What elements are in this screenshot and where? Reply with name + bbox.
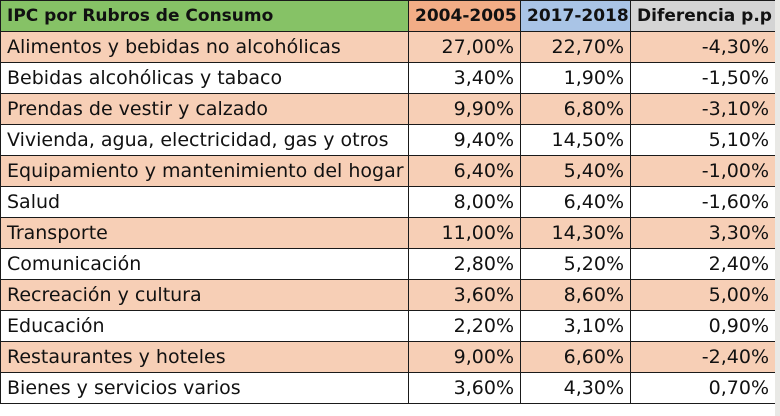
category-cell: Prendas de vestir y calzado <box>0 93 409 125</box>
difference-cell: 5,00% <box>630 279 776 311</box>
category-cell: Bebidas alcohólicas y tabaco <box>0 62 409 94</box>
value-2004-cell: 2,80% <box>408 248 521 280</box>
category-cell: Comunicación <box>0 248 409 280</box>
header-2004-2005: 2004-2005 <box>408 0 521 32</box>
table-row: Comunicación 2,80% 5,20% 2,40% <box>0 248 776 280</box>
header-category: IPC por Rubros de Consumo <box>0 0 409 32</box>
background-edge <box>775 0 780 416</box>
value-2004-cell: 3,60% <box>408 279 521 311</box>
table-row: Salud 8,00% 6,40% -1,60% <box>0 186 776 218</box>
value-2004-cell: 27,00% <box>408 31 521 63</box>
table-row: Educación 2,20% 3,10% 0,90% <box>0 310 776 342</box>
header-2017-2018: 2017-2018 <box>520 0 631 32</box>
table-row: Equipamiento y mantenimiento del hogar 6… <box>0 155 776 187</box>
difference-cell: 2,40% <box>630 248 776 280</box>
difference-cell: 0,90% <box>630 310 776 342</box>
value-2017-cell: 1,90% <box>520 62 631 94</box>
difference-cell: 5,10% <box>630 124 776 156</box>
value-2004-cell: 3,40% <box>408 62 521 94</box>
category-cell: Alimentos y bebidas no alcohólicas <box>0 31 409 63</box>
difference-cell: -1,00% <box>630 155 776 187</box>
table-row: Transporte 11,00% 14,30% 3,30% <box>0 217 776 249</box>
category-cell: Transporte <box>0 217 409 249</box>
difference-cell: 3,30% <box>630 217 776 249</box>
category-cell: Restaurantes y hoteles <box>0 341 409 373</box>
difference-cell: -4,30% <box>630 31 776 63</box>
value-2017-cell: 6,80% <box>520 93 631 125</box>
category-cell: Educación <box>0 310 409 342</box>
value-2017-cell: 6,40% <box>520 186 631 218</box>
value-2004-cell: 9,00% <box>408 341 521 373</box>
table-row: Recreación y cultura 3,60% 8,60% 5,00% <box>0 279 776 311</box>
difference-cell: -1,50% <box>630 62 776 94</box>
category-cell: Recreación y cultura <box>0 279 409 311</box>
table-row: Restaurantes y hoteles 9,00% 6,60% -2,40… <box>0 341 776 373</box>
table-row: Alimentos y bebidas no alcohólicas 27,00… <box>0 31 776 63</box>
difference-cell: -3,10% <box>630 93 776 125</box>
table-row: Prendas de vestir y calzado 9,90% 6,80% … <box>0 93 776 125</box>
value-2017-cell: 5,20% <box>520 248 631 280</box>
header-row: IPC por Rubros de Consumo 2004-2005 2017… <box>0 0 776 32</box>
difference-cell: -2,40% <box>630 341 776 373</box>
value-2017-cell: 22,70% <box>520 31 631 63</box>
category-cell: Salud <box>0 186 409 218</box>
table-row: Vivienda, agua, electricidad, gas y otro… <box>0 124 776 156</box>
value-2017-cell: 3,10% <box>520 310 631 342</box>
difference-cell: 0,70% <box>630 372 776 404</box>
category-cell: Equipamiento y mantenimiento del hogar <box>0 155 409 187</box>
header-difference: Diferencia p.p <box>630 0 776 32</box>
table-row: Bebidas alcohólicas y tabaco 3,40% 1,90%… <box>0 62 776 94</box>
category-cell: Bienes y servicios varios <box>0 372 409 404</box>
difference-cell: -1,60% <box>630 186 776 218</box>
value-2017-cell: 6,60% <box>520 341 631 373</box>
value-2017-cell: 5,40% <box>520 155 631 187</box>
category-cell: Vivienda, agua, electricidad, gas y otro… <box>0 124 409 156</box>
value-2004-cell: 8,00% <box>408 186 521 218</box>
table-row: Bienes y servicios varios 3,60% 4,30% 0,… <box>0 372 776 404</box>
value-2017-cell: 4,30% <box>520 372 631 404</box>
value-2004-cell: 3,60% <box>408 372 521 404</box>
value-2004-cell: 6,40% <box>408 155 521 187</box>
value-2017-cell: 14,50% <box>520 124 631 156</box>
value-2004-cell: 9,40% <box>408 124 521 156</box>
ipc-table: IPC por Rubros de Consumo 2004-2005 2017… <box>0 0 776 404</box>
value-2004-cell: 2,20% <box>408 310 521 342</box>
value-2004-cell: 11,00% <box>408 217 521 249</box>
value-2017-cell: 8,60% <box>520 279 631 311</box>
value-2004-cell: 9,90% <box>408 93 521 125</box>
value-2017-cell: 14,30% <box>520 217 631 249</box>
